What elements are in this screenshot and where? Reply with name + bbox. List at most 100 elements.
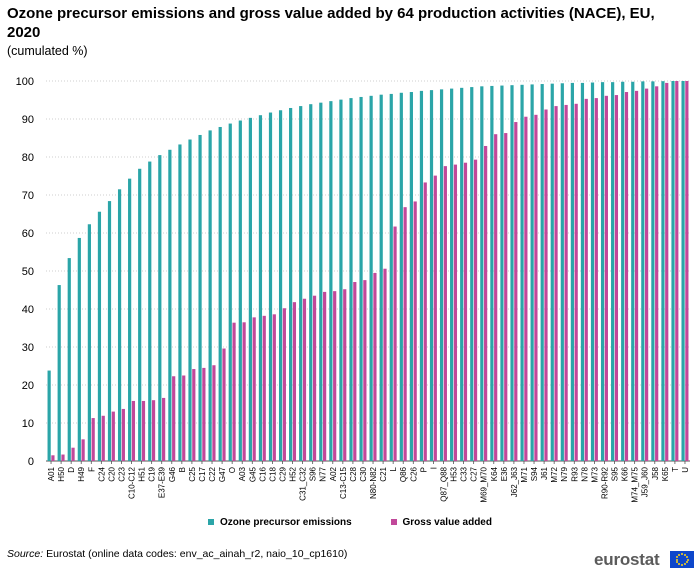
bar-ozone-N78	[580, 82, 585, 462]
y-tick-label: 100	[16, 76, 34, 88]
bar-gva-N78	[584, 98, 588, 462]
bar-gva-A03	[242, 322, 246, 461]
x-tick-label: M69_M70	[480, 466, 489, 502]
bar-gva-H52	[292, 302, 297, 461]
bar-ozone-P	[419, 90, 424, 461]
flag-star-icon	[676, 561, 679, 564]
x-tick-label: S94	[530, 466, 539, 481]
bar-gva-L	[393, 226, 397, 461]
x-tick-label: F	[87, 467, 96, 472]
bar-gva-M73	[594, 98, 598, 461]
x-tick-label: T	[671, 467, 680, 472]
bar-gva-C30	[363, 280, 367, 461]
x-tick-label: E37-E39	[158, 466, 167, 498]
y-tick-label: 60	[22, 228, 34, 240]
bar-gva-C27	[473, 159, 478, 461]
bar-ozone-K66	[621, 81, 625, 461]
x-tick-label: J62_J63	[510, 466, 519, 497]
bar-ozone-C31_C32	[299, 106, 303, 461]
x-tick-label: J61	[540, 466, 549, 479]
bar-gva-C13-C15	[343, 289, 347, 461]
bar-gva-G47	[222, 348, 226, 461]
y-tick-label: 50	[22, 266, 34, 278]
x-tick-label: K65	[661, 466, 670, 481]
bar-ozone-A01	[47, 370, 51, 461]
bar-ozone-J58	[651, 81, 655, 461]
bar-ozone-C22	[208, 130, 212, 461]
bar-gva-I	[433, 175, 437, 461]
x-tick-label: I	[429, 467, 438, 469]
bar-ozone-L	[389, 93, 393, 462]
bar-ozone-J62_J63	[510, 85, 514, 462]
source-note: Source: Eurostat (online data codes: env…	[7, 548, 347, 560]
bar-gva-K64	[494, 134, 498, 461]
bar-ozone-Q86	[399, 92, 403, 461]
legend-item-gva[interactable]: Gross value added	[390, 517, 492, 528]
bar-gva-C33	[463, 162, 468, 461]
eurostat-wordmark: eurostat	[594, 550, 660, 569]
bar-gva-C24	[101, 415, 105, 461]
x-tick-label: C18	[268, 466, 277, 481]
y-tick-label: 10	[22, 418, 34, 430]
bar-gva-H53	[453, 164, 458, 461]
bar-gva-O	[232, 322, 236, 461]
bar-ozone-C18	[268, 112, 273, 461]
x-tick-label: E36	[500, 466, 509, 481]
x-tick-label: H49	[77, 466, 86, 481]
x-tick-label: C10-C12	[128, 466, 137, 499]
bar-ozone-M73	[590, 82, 595, 462]
chart-subtitle: (cumulated %)	[7, 44, 88, 58]
bar-ozone-M72	[550, 83, 554, 461]
x-tick-label: R93	[570, 466, 579, 481]
bar-ozone-C17	[198, 134, 202, 461]
x-tick-label: U	[681, 467, 690, 473]
x-tick-label: G46	[168, 466, 177, 482]
y-tick-label: 0	[28, 456, 34, 468]
legend-label-gva: Gross value added	[402, 517, 492, 528]
legend-swatch-ozone	[208, 519, 214, 526]
bar-ozone-D	[67, 258, 71, 461]
legend: Ozone precursor emissions Gross value ad…	[0, 517, 700, 528]
bar-ozone-C21	[379, 94, 383, 462]
source-text: Eurostat (online data codes: env_ac_aina…	[43, 548, 348, 560]
x-tick-label: H53	[450, 466, 459, 481]
bar-ozone-C20	[107, 201, 112, 461]
x-tick-label: A02	[329, 466, 338, 481]
bar-ozone-E37-E39	[158, 155, 162, 461]
flag-star-icon	[678, 563, 681, 566]
bar-gva-F	[91, 418, 95, 461]
bar-ozone-T	[671, 81, 675, 461]
bar-ozone-C29	[278, 110, 283, 461]
x-tick-label: K66	[621, 466, 630, 481]
bar-ozone-C13-C15	[339, 99, 343, 462]
x-tick-label: C22	[208, 466, 217, 481]
bar-gva-C21	[383, 268, 387, 461]
x-tick-label: C23	[117, 466, 126, 481]
bar-ozone-S94	[530, 84, 534, 462]
bar-ozone-C16	[258, 115, 263, 461]
bar-gva-P	[423, 182, 427, 461]
bar-ozone-C33	[460, 87, 464, 461]
bar-ozone-F	[87, 224, 91, 461]
legend-item-ozone[interactable]: Ozone precursor emissions	[208, 517, 352, 528]
bar-gva-B	[182, 375, 186, 461]
bar-ozone-C28	[349, 98, 353, 461]
bar-ozone-H49	[77, 237, 81, 461]
bar-ozone-E36	[500, 85, 504, 461]
bar-gva-U	[685, 81, 689, 461]
bar-ozone-C23	[117, 189, 122, 462]
bar-ozone-S95	[611, 82, 615, 461]
bar-gva-J61	[544, 109, 548, 461]
x-tick-label: M74_M75	[631, 466, 640, 502]
bar-ozone-G46	[168, 149, 172, 461]
eurostat-logo: eurostat	[594, 549, 694, 571]
flag-star-icon	[676, 555, 679, 558]
bar-ozone-S96	[309, 104, 313, 462]
bar-ozone-M71	[520, 84, 524, 462]
x-tick-label: C21	[379, 466, 388, 481]
x-tick-label: R90-R92	[600, 466, 609, 499]
bar-ozone-A03	[238, 120, 242, 462]
flag-star-icon	[678, 553, 681, 556]
bar-ozone-O	[228, 123, 232, 461]
bar-gva-C29	[282, 308, 286, 461]
